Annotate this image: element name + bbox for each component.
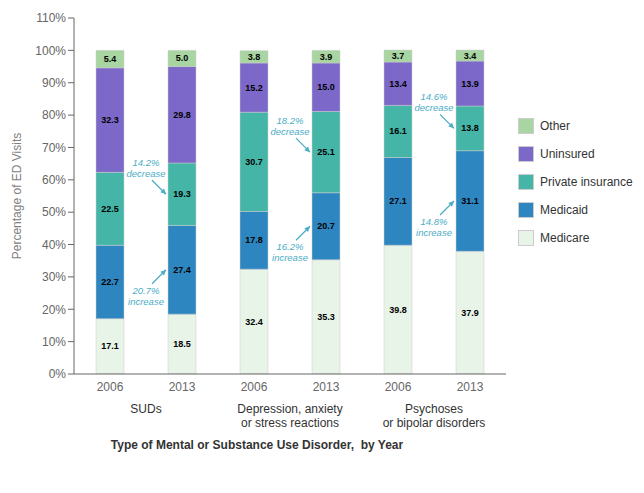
svg-text:29.8: 29.8	[173, 110, 191, 120]
svg-text:37.9: 37.9	[461, 308, 479, 318]
svg-text:70%: 70%	[42, 141, 66, 155]
svg-text:31.1: 31.1	[461, 196, 479, 206]
svg-text:16.2%increase: 16.2%increase	[272, 241, 308, 263]
svg-text:22.5: 22.5	[101, 204, 119, 214]
svg-text:18.5: 18.5	[173, 339, 191, 349]
svg-text:30.7: 30.7	[245, 157, 263, 167]
svg-text:2006: 2006	[97, 380, 124, 394]
svg-text:18.2%decrease: 18.2%decrease	[270, 115, 309, 137]
svg-text:Percentage of ED Visits: Percentage of ED Visits	[10, 133, 24, 260]
svg-text:14.6%decrease: 14.6%decrease	[414, 91, 453, 113]
svg-text:2013: 2013	[313, 380, 340, 394]
svg-text:20%: 20%	[42, 303, 66, 317]
svg-text:3.7: 3.7	[392, 51, 405, 61]
html-text:Depression, anxiety or stress: Depression, anxiety or stress reactions	[237, 402, 343, 430]
svg-text:2013: 2013	[169, 380, 196, 394]
svg-text:80%: 80%	[42, 108, 66, 122]
svg-text:2006: 2006	[241, 380, 268, 394]
svg-text:22.7: 22.7	[101, 277, 119, 287]
svg-text:32.3: 32.3	[101, 115, 119, 125]
svg-text:25.1: 25.1	[317, 147, 335, 157]
svg-text:30%: 30%	[42, 270, 66, 284]
svg-text:16.1: 16.1	[389, 126, 407, 136]
svg-text:20.7%increase: 20.7%increase	[128, 285, 164, 307]
svg-text:15.2: 15.2	[245, 83, 263, 93]
svg-text:13.8: 13.8	[461, 123, 479, 133]
svg-text:32.4: 32.4	[245, 317, 263, 327]
svg-text:17.8: 17.8	[245, 235, 263, 245]
svg-text:90%: 90%	[42, 76, 66, 90]
html-text:SUDs: SUDs	[130, 402, 162, 416]
html-text:Uninsured: Uninsured	[540, 147, 595, 161]
svg-text:40%: 40%	[42, 238, 66, 252]
svg-text:27.4: 27.4	[173, 265, 191, 275]
svg-text:3.8: 3.8	[248, 52, 261, 62]
svg-text:60%: 60%	[42, 173, 66, 187]
svg-text:35.3: 35.3	[317, 312, 335, 322]
svg-text:19.3: 19.3	[173, 189, 191, 199]
svg-text:3.9: 3.9	[320, 52, 333, 62]
svg-text:2006: 2006	[385, 380, 412, 394]
svg-text:15.0: 15.0	[317, 82, 335, 92]
svg-text:13.4: 13.4	[389, 79, 407, 89]
svg-text:5.4: 5.4	[104, 54, 117, 64]
svg-text:50%: 50%	[42, 205, 66, 219]
html-text:Psychoses or bipolar disorders: Psychoses or bipolar disorders	[382, 402, 486, 430]
svg-text:13.9: 13.9	[461, 79, 479, 89]
svg-text:110%: 110%	[36, 11, 66, 25]
html-text:Other: Other	[540, 119, 570, 133]
svg-text:100%: 100%	[35, 44, 66, 58]
svg-text:14.8%increase: 14.8%increase	[416, 216, 452, 238]
svg-text:17.1: 17.1	[101, 341, 119, 351]
svg-text:2013: 2013	[457, 380, 484, 394]
html-text:Medicaid: Medicaid	[540, 203, 588, 217]
svg-text:27.1: 27.1	[389, 196, 407, 206]
svg-text:5.0: 5.0	[176, 53, 189, 63]
svg-text:39.8: 39.8	[389, 305, 407, 315]
html-text:Medicare: Medicare	[540, 231, 590, 245]
svg-text:20.7: 20.7	[317, 221, 335, 231]
svg-text:10%: 10%	[42, 335, 66, 349]
svg-text:3.4: 3.4	[464, 51, 477, 61]
svg-text:14.2%decrease: 14.2%decrease	[126, 157, 165, 179]
html-text:Private insurance: Private insurance	[540, 175, 633, 189]
html-text:Type of Mental or Substance Us: Type of Mental or Substance Use Disorder…	[110, 438, 404, 452]
svg-text:0%: 0%	[49, 367, 67, 381]
